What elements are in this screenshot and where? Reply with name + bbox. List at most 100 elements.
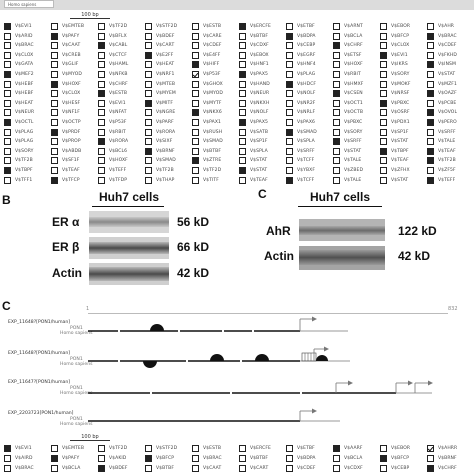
- checkbox-icon[interactable]: [239, 119, 246, 126]
- checkbox-icon[interactable]: [98, 128, 105, 136]
- checkbox-icon[interactable]: [4, 51, 11, 59]
- checkbox-icon[interactable]: [98, 23, 105, 30]
- checkbox-icon[interactable]: [427, 119, 434, 126]
- factor-checkbox[interactable]: V$TFDP: [98, 176, 127, 185]
- factor-checkbox[interactable]: V$PAFY: [51, 32, 79, 41]
- factor-checkbox[interactable]: V$HIFF: [192, 60, 219, 69]
- factor-checkbox[interactable]: V$BDPA: [286, 454, 316, 463]
- factor-checkbox[interactable]: V$HEBF: [4, 80, 33, 89]
- factor-checkbox[interactable]: V$PAX5: [239, 118, 268, 127]
- factor-checkbox[interactable]: V$NKXH: [239, 99, 269, 108]
- checkbox-icon[interactable]: [239, 32, 246, 40]
- factor-checkbox[interactable]: V$CAAT: [192, 464, 221, 473]
- factor-checkbox[interactable]: V$TEAF: [427, 147, 456, 156]
- checkbox-icon[interactable]: [145, 80, 152, 88]
- factor-checkbox[interactable]: V$TALE: [333, 176, 361, 185]
- factor-checkbox[interactable]: V$CDEF: [192, 41, 222, 50]
- factor-checkbox[interactable]: V$BCLA: [333, 454, 362, 463]
- checkbox-icon[interactable]: [286, 465, 293, 472]
- checkbox-icon[interactable]: [380, 109, 387, 117]
- factor-checkbox[interactable]: V$BRNF: [427, 454, 457, 463]
- factor-checkbox[interactable]: V$EBOX: [239, 51, 269, 60]
- checkbox-icon[interactable]: [192, 23, 199, 30]
- factor-checkbox[interactable]: V$THAP: [145, 176, 174, 185]
- checkbox-icon[interactable]: [192, 465, 199, 472]
- factor-checkbox[interactable]: V$EBOR: [380, 22, 410, 31]
- checkbox-icon[interactable]: [286, 128, 293, 136]
- checkbox-icon[interactable]: [98, 71, 105, 78]
- checkbox-icon[interactable]: [333, 147, 340, 155]
- checkbox-icon[interactable]: [145, 176, 152, 184]
- factor-checkbox[interactable]: V$NEUR: [239, 89, 269, 98]
- checkbox-icon[interactable]: [145, 128, 152, 136]
- factor-checkbox[interactable]: V$RBIT: [333, 70, 361, 79]
- checkbox-icon[interactable]: [427, 80, 434, 88]
- checkbox-icon[interactable]: [333, 119, 340, 126]
- checkbox-icon[interactable]: [239, 51, 246, 59]
- checkbox-icon[interactable]: [427, 176, 434, 184]
- factor-checkbox[interactable]: V$TEAF: [51, 166, 80, 175]
- factor-checkbox[interactable]: V$NRSF: [380, 89, 409, 98]
- factor-checkbox[interactable]: V$ARNT: [333, 22, 363, 31]
- checkbox-icon[interactable]: [239, 167, 246, 174]
- checkbox-icon[interactable]: [286, 80, 293, 88]
- checkbox-icon[interactable]: [4, 465, 11, 472]
- checkbox-icon[interactable]: [192, 71, 199, 78]
- checkbox-icon[interactable]: [333, 80, 340, 88]
- factor-checkbox[interactable]: V$CDXF: [333, 464, 363, 473]
- factor-checkbox[interactable]: V$GLIF: [51, 60, 78, 69]
- checkbox-icon[interactable]: [4, 445, 11, 452]
- factor-checkbox[interactable]: V$ETSF: [333, 51, 362, 60]
- factor-checkbox[interactable]: V$BFCP: [380, 454, 409, 463]
- factor-checkbox[interactable]: V$HDCF: [286, 80, 316, 89]
- checkbox-icon[interactable]: [145, 109, 152, 117]
- checkbox-icon[interactable]: [51, 138, 58, 146]
- checkbox-icon[interactable]: [427, 90, 434, 98]
- checkbox-icon[interactable]: [380, 51, 387, 59]
- checkbox-icon[interactable]: [51, 157, 58, 165]
- checkbox-icon[interactable]: [286, 90, 293, 98]
- checkbox-icon[interactable]: [427, 465, 434, 472]
- checkbox-icon[interactable]: [98, 51, 105, 59]
- checkbox-icon[interactable]: [239, 23, 246, 30]
- factor-checkbox[interactable]: V$NKX6: [192, 108, 222, 117]
- checkbox-icon[interactable]: [145, 465, 152, 472]
- factor-checkbox[interactable]: V$TEAF: [239, 176, 268, 185]
- factor-checkbox[interactable]: V$TEFF: [98, 166, 126, 175]
- factor-checkbox[interactable]: V$BRAC: [4, 464, 34, 473]
- checkbox-icon[interactable]: [51, 61, 58, 69]
- factor-checkbox[interactable]: V$PCBE: [427, 99, 456, 108]
- checkbox-icon[interactable]: [192, 99, 199, 107]
- factor-checkbox[interactable]: V$AHRR: [427, 444, 457, 453]
- factor-checkbox[interactable]: V$EVI1: [4, 444, 32, 453]
- checkbox-icon[interactable]: [51, 23, 58, 30]
- checkbox-icon[interactable]: [98, 176, 105, 184]
- factor-checkbox[interactable]: V$CREB: [51, 51, 81, 60]
- checkbox-icon[interactable]: [333, 61, 340, 69]
- factor-checkbox[interactable]: V$OCTL: [4, 118, 33, 127]
- factor-checkbox[interactable]: V$TF2D: [98, 22, 127, 31]
- checkbox-icon[interactable]: [286, 71, 293, 78]
- factor-checkbox[interactable]: V$GHOX: [192, 80, 223, 89]
- factor-checkbox[interactable]: V$E4FF: [192, 51, 220, 60]
- checkbox-icon[interactable]: [192, 157, 199, 165]
- checkbox-icon[interactable]: [333, 138, 340, 146]
- checkbox-icon[interactable]: [333, 157, 340, 165]
- factor-checkbox[interactable]: V$CDEF: [427, 41, 457, 50]
- factor-checkbox[interactable]: V$CAAT: [51, 41, 80, 50]
- factor-checkbox[interactable]: V$P53F: [192, 70, 221, 79]
- checkbox-icon[interactable]: [239, 61, 246, 69]
- factor-checkbox[interactable]: V$AKID: [98, 454, 126, 463]
- factor-checkbox[interactable]: V$ARID: [4, 32, 33, 41]
- checkbox-icon[interactable]: [4, 80, 11, 88]
- factor-checkbox[interactable]: V$CSEN: [333, 89, 363, 98]
- factor-checkbox[interactable]: V$OCTP: [51, 118, 81, 127]
- factor-checkbox[interactable]: V$CDEF: [286, 464, 316, 473]
- checkbox-icon[interactable]: [286, 147, 293, 155]
- checkbox-icon[interactable]: [4, 167, 11, 174]
- factor-checkbox[interactable]: V$BFCP: [145, 454, 174, 463]
- factor-checkbox[interactable]: V$AHR: [427, 22, 454, 31]
- factor-checkbox[interactable]: V$ZTRE: [192, 156, 221, 165]
- factor-checkbox[interactable]: V$TF2D: [192, 166, 221, 175]
- checkbox-icon[interactable]: [4, 99, 11, 107]
